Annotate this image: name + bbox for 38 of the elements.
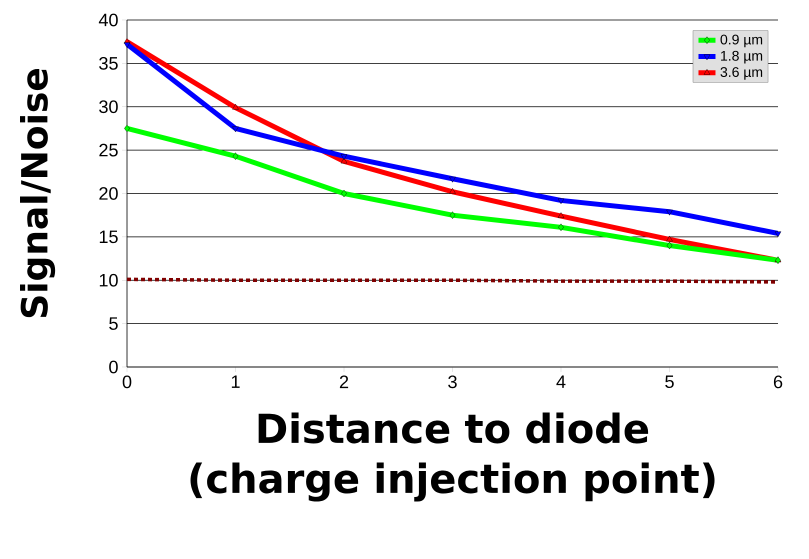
x-tick-label: 3 — [448, 376, 457, 388]
point — [666, 210, 673, 216]
point — [558, 212, 564, 218]
x-tick-label: 2 — [340, 376, 348, 388]
y-tick-label: 5 — [109, 317, 118, 330]
point — [774, 231, 782, 238]
y-axis-title: Signal/Noise — [20, 68, 56, 318]
x-tick-label: 4 — [556, 376, 566, 388]
x-axis-title: Distance to diode (charge injection point) — [190, 412, 715, 502]
x-tick-label: 0 — [122, 376, 132, 388]
point — [340, 154, 348, 160]
point — [232, 104, 239, 110]
point — [124, 124, 130, 132]
x-tick-label: 5 — [665, 376, 674, 388]
x-tick-label: 1 — [232, 376, 240, 388]
y-tick-label: 40 — [98, 14, 118, 26]
x-tick-label: 6 — [774, 376, 782, 388]
point — [450, 211, 456, 219]
y-tick-label: 30 — [99, 100, 118, 114]
point — [449, 176, 456, 182]
y-tick-label: 10 — [100, 274, 118, 287]
y-tick-label: 15 — [100, 230, 118, 244]
y-tick-label: 0 — [109, 360, 118, 374]
point — [341, 190, 347, 198]
y-tick-label: 25 — [99, 144, 118, 156]
y-tick-label: 35 — [99, 56, 118, 70]
point — [124, 42, 130, 48]
point — [666, 236, 673, 242]
y-tick-label: 20 — [99, 187, 118, 200]
point — [449, 188, 456, 194]
point — [558, 198, 564, 204]
legend-label: 3.6 µm — [720, 67, 762, 80]
legend-label: 0.9 µm — [720, 34, 762, 48]
legend-label: 1.8 µm — [721, 50, 762, 64]
point — [666, 242, 672, 250]
point — [232, 152, 238, 160]
point — [558, 224, 564, 232]
point — [232, 126, 239, 132]
